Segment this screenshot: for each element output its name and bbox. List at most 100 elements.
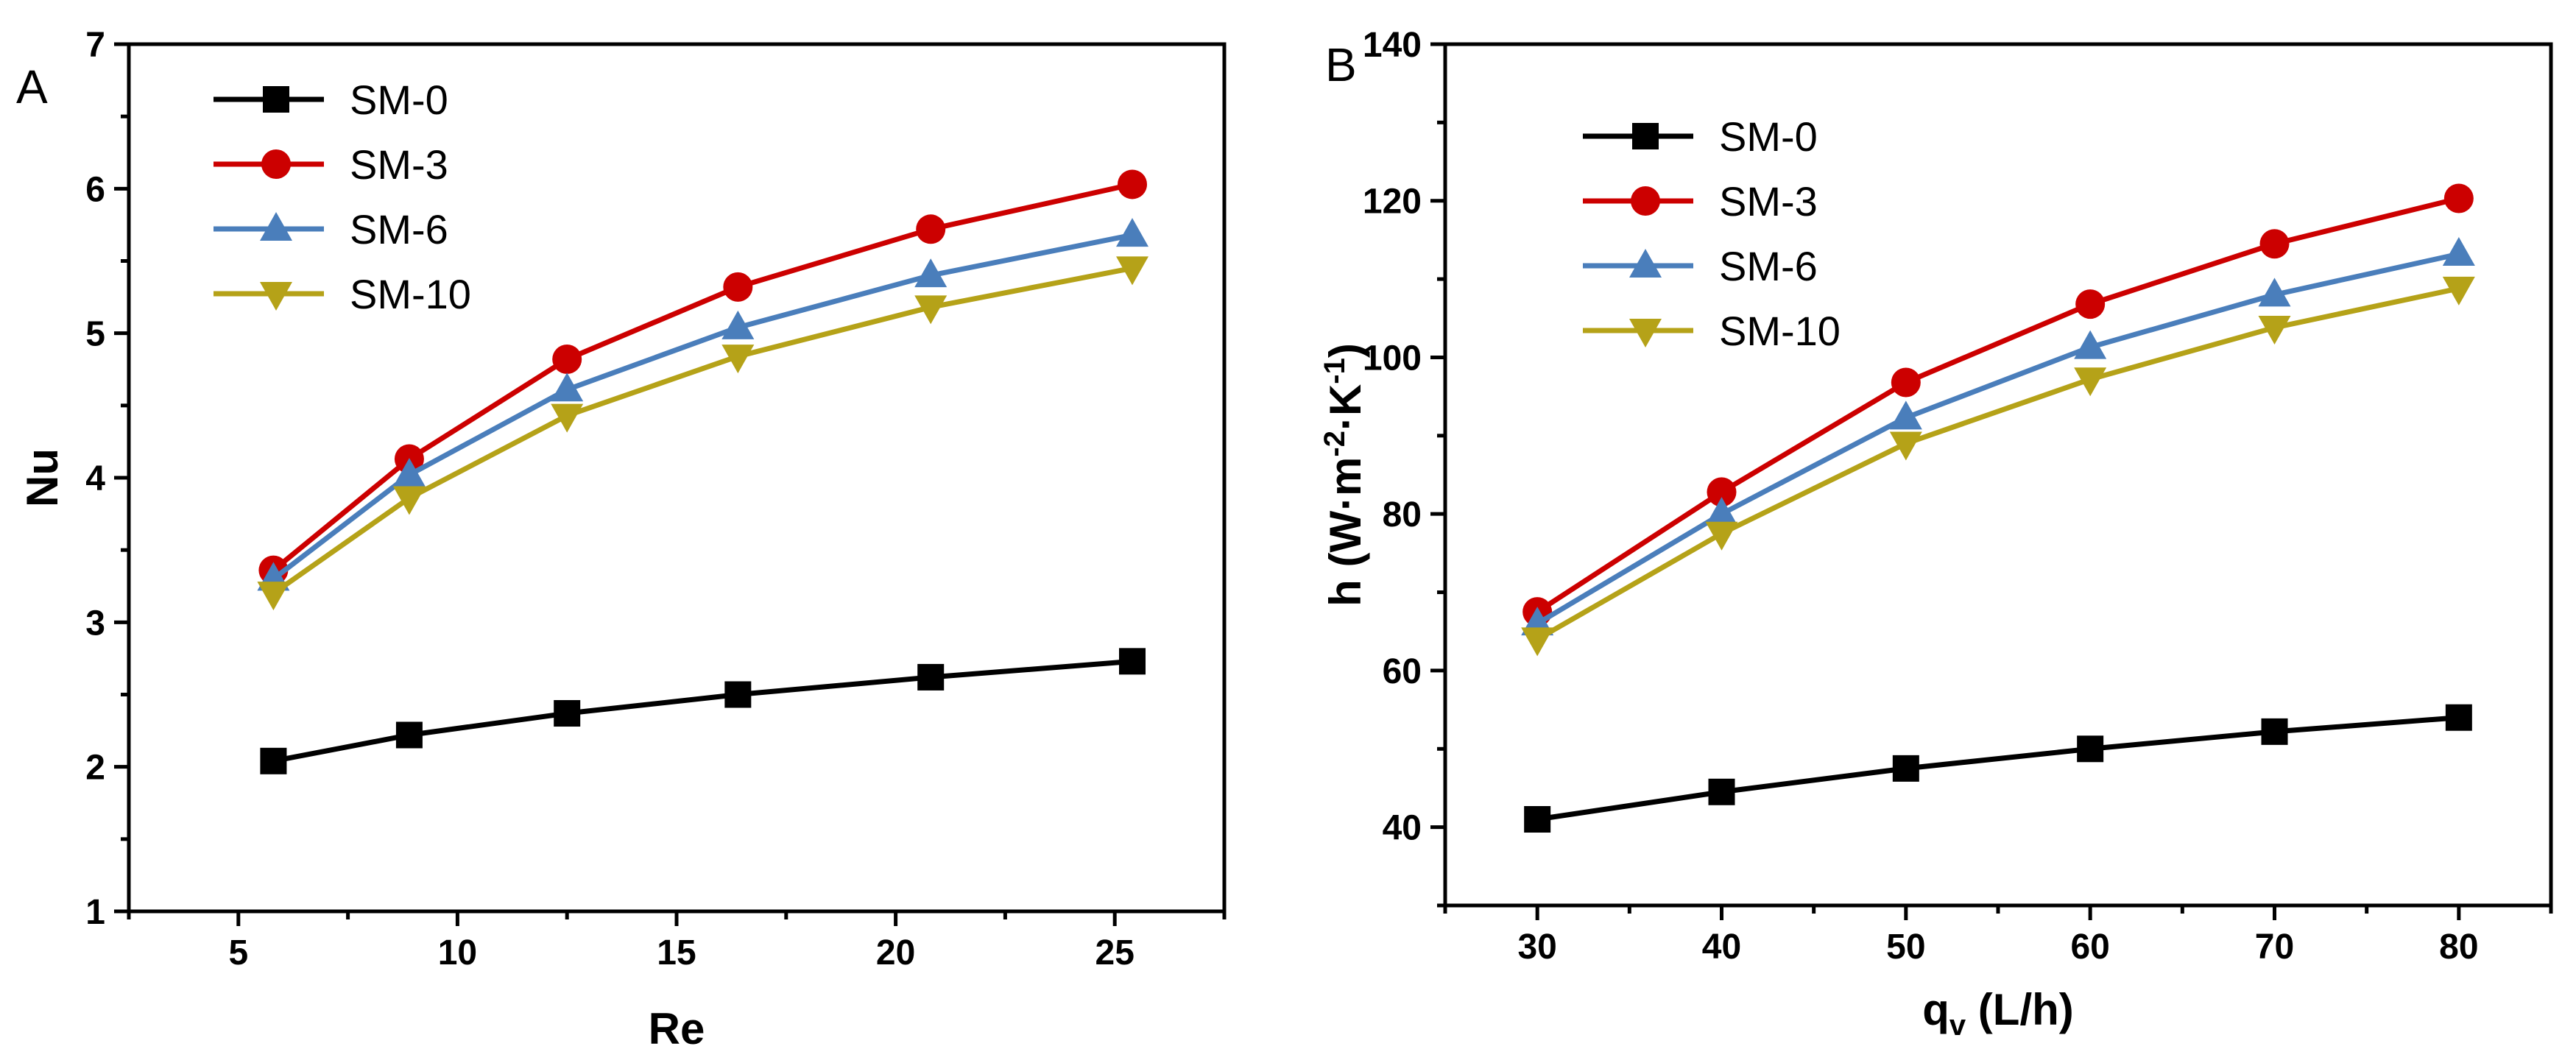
series-line [1536,196,2460,615]
y-tick-label: 40 [1383,809,1422,848]
data-point [395,721,423,749]
legend-item: SM-10 [214,271,471,317]
legend-label: SM-3 [350,141,448,188]
x-tick-label: 25 [1095,933,1135,972]
legend-item: SM-6 [1583,243,1818,289]
data-point [1116,218,1149,247]
data-point [2443,183,2474,213]
legend-marker [1629,319,1662,347]
x-tick-label: 10 [438,933,477,972]
y-tick-label: 1 [85,893,105,932]
data-point [392,486,426,515]
legend-marker [261,149,291,179]
legend-marker [1632,123,1659,149]
chart-panel-a: 5 10 15 20 25 1 2 3 4 5 6 7A Re Nu SM-0 SM-3 SM-6 SM-10 [16,26,1227,1053]
data-point [917,663,945,691]
legend-item: SM-3 [1583,178,1818,225]
series-sm-3 [1522,183,2474,627]
data-point [554,700,581,727]
data-point [723,272,753,302]
legend-item: SM-0 [1583,113,1818,160]
data-point [1707,477,1737,507]
y-tick-label: 120 [1363,183,1422,222]
x-tick-label: 50 [1886,928,1925,967]
legend-item: SM-0 [214,77,448,123]
data-point [2258,316,2291,345]
series-line [272,265,1133,596]
data-point [2442,237,2475,266]
series-line [272,182,1133,573]
data-point [721,310,755,339]
x-tick-label: 80 [2439,928,2478,967]
data-point [2077,735,2104,763]
y-axis-title: Nu [18,448,67,507]
panel-label: B [1325,38,1357,91]
y-axis-title: h (W·m-2·K-1) [1319,343,1370,607]
y-tick-label: 140 [1363,26,1422,65]
x-axis-title: Re [649,1004,705,1053]
data-point [1708,778,1735,805]
data-point [2074,367,2107,397]
x-tick-label: 30 [1517,928,1556,967]
y-tick-label: 100 [1363,339,1422,378]
series-line [1536,715,2460,822]
data-point [551,372,584,402]
data-point [1119,648,1146,675]
data-point [1118,169,1148,199]
y-tick-label: 7 [85,26,105,65]
series-sm-0 [1524,704,2472,833]
series-line [272,232,1133,582]
legend-item: SM-10 [1583,308,1841,354]
data-point [1116,256,1149,286]
data-point [2074,330,2107,359]
y-tick-label: 60 [1383,652,1422,691]
data-point [1892,755,1919,782]
y-tick-label: 80 [1383,495,1422,534]
legend-label: SM-0 [350,77,448,123]
legend: SM-0 SM-3 SM-6 SM-10 [1583,113,1841,354]
data-point [552,345,582,375]
legend-label: SM-0 [1719,113,1818,160]
data-point [916,214,946,244]
data-point [1705,497,1738,526]
y-tick-label: 3 [85,604,105,643]
legend-label: SM-10 [1719,308,1841,354]
legend: SM-0 SM-3 SM-6 SM-10 [214,77,471,317]
series-line [272,658,1133,764]
x-tick-label: 40 [1702,928,1741,967]
data-point [2445,704,2472,731]
data-point [914,258,948,288]
data-point [1889,400,1922,430]
series-sm-0 [260,648,1146,774]
series-sm-6 [1521,237,2475,636]
panel-label: A [16,60,48,113]
legend-marker [1629,249,1662,278]
series-line [1536,286,2460,642]
x-tick-label: 60 [2070,928,2109,967]
data-point [1705,521,1738,551]
x-tick-label: 70 [2255,928,2294,967]
legend-marker [263,86,289,113]
legend-label: SM-10 [350,271,471,317]
data-point [724,681,752,708]
y-tick-label: 6 [85,170,105,209]
series-sm-10 [257,256,1149,611]
data-point [551,403,584,433]
y-tick-label: 4 [85,459,105,498]
plot-frame [1443,42,2553,908]
y-tick-label: 2 [85,749,105,788]
data-point [2442,276,2475,306]
data-point [2258,278,2291,307]
x-axis-title: qv (L/h) [1922,985,2074,1042]
legend-marker [260,212,292,241]
legend-item: SM-6 [214,206,448,252]
data-point [392,458,426,487]
legend-label: SM-6 [1719,243,1818,289]
legend-marker [1631,186,1660,216]
x-tick-label: 5 [228,933,248,972]
x-tick-label: 20 [876,933,915,972]
data-point [914,295,948,325]
data-point [257,582,290,611]
